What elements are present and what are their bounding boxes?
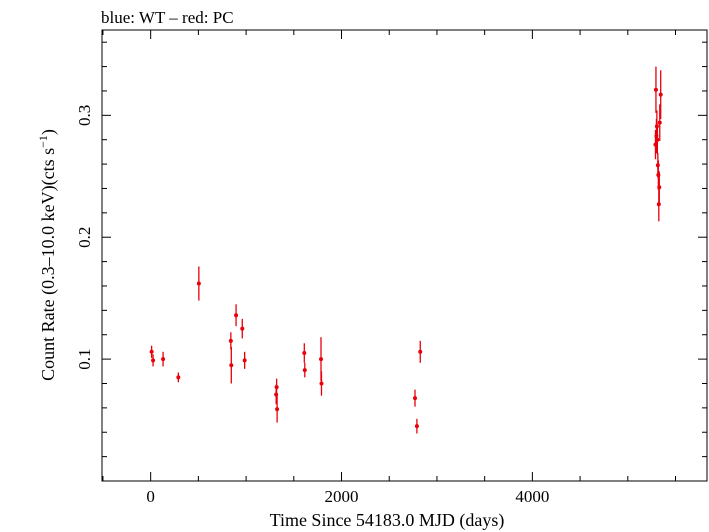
data-point bbox=[319, 381, 324, 386]
x-tick-label: 2000 bbox=[325, 487, 359, 506]
data-point bbox=[302, 351, 307, 356]
x-tick-label: 0 bbox=[146, 487, 155, 506]
data-point bbox=[658, 92, 663, 97]
data-point bbox=[657, 185, 662, 190]
y-axis-label-close: ) bbox=[38, 129, 59, 135]
y-axis-label-main: Count Rate (0.3–10.0 keV)(cts s bbox=[38, 148, 59, 381]
tick-labels: 0 2000 4000 0.1 0.2 0.3 bbox=[75, 105, 549, 506]
data-point bbox=[234, 313, 239, 318]
data-point bbox=[274, 385, 279, 390]
data-point bbox=[149, 349, 154, 354]
chart-title: blue: WT – red: PC bbox=[101, 8, 234, 27]
plot-frame bbox=[101, 29, 708, 482]
y-axis-label: Count Rate (0.3–10.0 keV)(cts s−1) bbox=[36, 129, 59, 381]
data-point bbox=[242, 358, 247, 363]
y-tick-label: 0.2 bbox=[75, 227, 94, 248]
data-point bbox=[176, 375, 181, 380]
x-axis-label: Time Since 54183.0 MJD (days) bbox=[270, 510, 505, 531]
data-point bbox=[655, 137, 660, 142]
y-axis-label-exponent: −1 bbox=[36, 135, 50, 148]
data-point bbox=[412, 396, 417, 401]
data-point bbox=[196, 281, 201, 286]
data-point bbox=[653, 87, 658, 92]
data-point bbox=[319, 357, 324, 362]
data-point bbox=[229, 363, 234, 368]
data-points bbox=[149, 66, 663, 434]
data-point bbox=[657, 120, 662, 125]
data-point bbox=[228, 338, 233, 343]
data-point bbox=[240, 326, 245, 331]
data-point bbox=[275, 407, 280, 412]
y-tick-label: 0.3 bbox=[75, 105, 94, 126]
data-point bbox=[151, 358, 156, 363]
data-point bbox=[161, 357, 166, 362]
x-tick-label: 4000 bbox=[515, 487, 549, 506]
axis-ticks bbox=[102, 30, 707, 481]
y-tick-label: 0.1 bbox=[75, 348, 94, 369]
data-point bbox=[656, 202, 661, 207]
data-point bbox=[414, 424, 419, 429]
data-point bbox=[302, 368, 307, 373]
data-point bbox=[418, 349, 423, 354]
